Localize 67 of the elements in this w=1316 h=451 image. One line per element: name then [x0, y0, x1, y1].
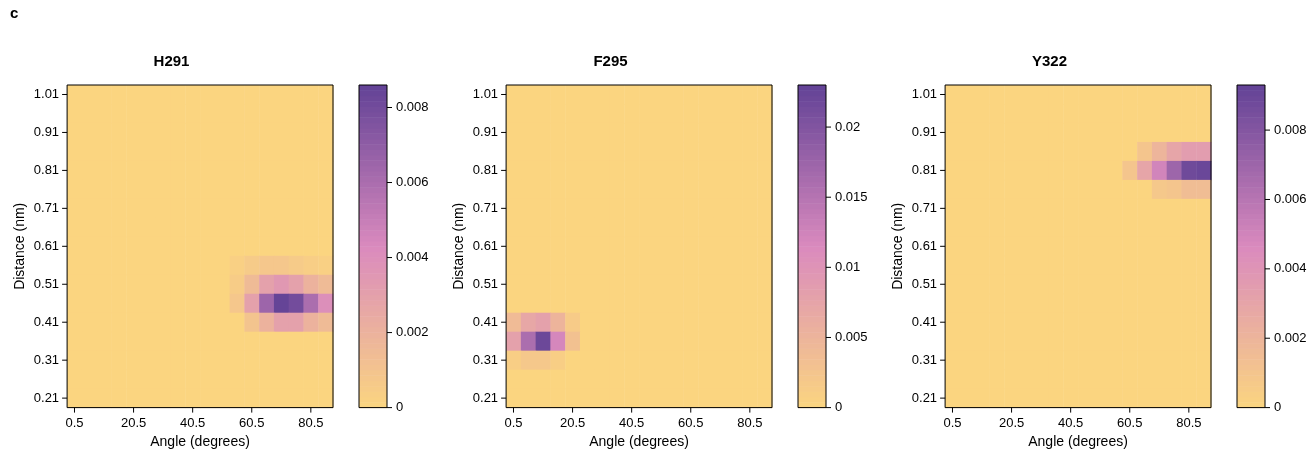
- y-tick-label: 0.31: [472, 351, 499, 367]
- color-bar-label: 0.01: [835, 258, 861, 274]
- x-tick-label: 40.5: [619, 414, 645, 430]
- x-tick-label: 80.5: [1176, 414, 1202, 430]
- x-axis-title: Angle (degrees): [150, 433, 250, 450]
- x-tick-label: 0.5: [504, 414, 523, 430]
- x-tick-label: 20.5: [998, 414, 1025, 430]
- color-bar-label: 0.008: [1274, 121, 1307, 137]
- y-tick-label: 0.21: [911, 389, 938, 405]
- y-tick-label: 0.41: [33, 313, 60, 329]
- color-bar-label: 0.004: [396, 249, 429, 265]
- color-bar-label: 0.005: [835, 329, 868, 345]
- y-tick-label: 1.01: [33, 86, 60, 102]
- color-bar-label: 0.002: [1274, 329, 1307, 345]
- y-tick-label: 0.71: [33, 199, 60, 215]
- y-axis-title: Distance (nm): [450, 202, 467, 290]
- y-tick-label: 0.41: [472, 313, 499, 329]
- y-tick-label: 0.91: [33, 124, 60, 140]
- y-tick-label: 0.51: [472, 275, 499, 291]
- y-axis-title: Distance (nm): [11, 202, 28, 290]
- y-tick-label: 0.71: [472, 199, 499, 215]
- color-bar-label: 0.015: [835, 188, 868, 204]
- chart-title: H291: [153, 52, 190, 70]
- x-axis-title: Angle (degrees): [589, 433, 689, 450]
- y-tick-label: 0.51: [911, 275, 938, 291]
- color-bar-label: 0.004: [1274, 260, 1307, 276]
- color-bar-label: 0.02: [835, 118, 861, 134]
- y-tick-label: 0.91: [472, 124, 499, 140]
- x-tick-label: 20.5: [120, 414, 147, 430]
- color-bar-label: 0: [835, 399, 843, 415]
- chart-title: Y322: [1031, 52, 1068, 70]
- x-tick-label: 20.5: [559, 414, 586, 430]
- x-tick-label: 60.5: [1117, 414, 1143, 430]
- color-bar-label: 0.006: [1274, 191, 1307, 207]
- y-tick-label: 0.71: [911, 199, 938, 215]
- y-axis-title: Distance (nm): [889, 202, 906, 290]
- y-tick-label: 0.51: [33, 275, 60, 291]
- x-tick-label: 60.5: [678, 414, 704, 430]
- y-tick-label: 0.81: [911, 161, 938, 177]
- color-bar-label: 0: [1274, 399, 1282, 415]
- y-tick-label: 0.61: [33, 237, 60, 253]
- y-tick-label: 0.31: [33, 351, 60, 367]
- y-tick-label: 1.01: [911, 86, 938, 102]
- y-tick-label: 0.21: [472, 389, 499, 405]
- color-bar-label: 0: [396, 399, 404, 415]
- y-tick-label: 0.41: [911, 313, 938, 329]
- y-tick-label: 0.61: [911, 237, 938, 253]
- y-tick-label: 0.21: [33, 389, 60, 405]
- y-tick-label: 0.81: [33, 161, 60, 177]
- x-tick-label: 40.5: [1058, 414, 1084, 430]
- x-tick-label: 40.5: [180, 414, 206, 430]
- y-tick-label: 1.01: [472, 86, 499, 102]
- y-tick-label: 0.91: [911, 124, 938, 140]
- text: c: [10, 4, 19, 21]
- color-bar-label: 0.008: [396, 99, 429, 115]
- color-bar-label: 0.006: [396, 174, 429, 190]
- color-bar-label: 0.002: [396, 324, 429, 340]
- y-tick-label: 0.31: [911, 351, 938, 367]
- x-tick-label: 80.5: [298, 414, 324, 430]
- y-tick-label: 0.61: [472, 237, 499, 253]
- x-tick-label: 60.5: [239, 414, 265, 430]
- x-axis-title: Angle (degrees): [1028, 433, 1128, 450]
- x-tick-label: 0.5: [65, 414, 84, 430]
- x-tick-label: 80.5: [737, 414, 763, 430]
- x-tick-label: 0.5: [943, 414, 962, 430]
- y-tick-label: 0.81: [472, 161, 499, 177]
- chart-title: F295: [593, 52, 628, 70]
